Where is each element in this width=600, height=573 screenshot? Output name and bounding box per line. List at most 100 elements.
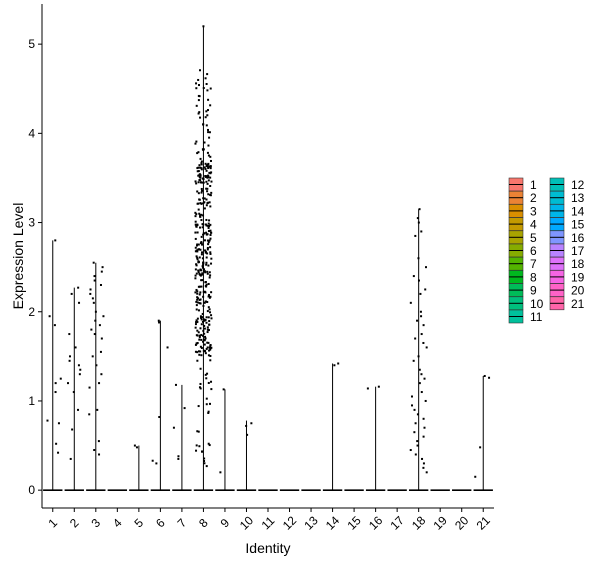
data-point	[196, 298, 199, 301]
data-point	[174, 383, 177, 386]
data-point	[199, 387, 202, 390]
legend-label: 2	[530, 191, 537, 205]
data-point	[202, 178, 205, 181]
legend-label: 6	[530, 244, 537, 258]
data-point	[200, 191, 203, 194]
data-point	[200, 167, 203, 170]
data-point	[200, 318, 203, 321]
data-point	[205, 263, 208, 266]
x-tick-label: 20	[452, 513, 472, 533]
legend-label: 18	[571, 257, 585, 271]
data-point	[93, 279, 96, 282]
data-point	[209, 229, 212, 232]
data-point	[222, 388, 225, 391]
data-point	[194, 231, 197, 234]
data-point	[201, 450, 204, 453]
data-point	[92, 301, 95, 304]
data-point	[197, 78, 200, 81]
data-point	[209, 165, 212, 168]
data-point	[203, 207, 206, 210]
legend-label: 11	[530, 310, 543, 324]
data-point	[98, 382, 101, 385]
data-point	[203, 462, 206, 465]
data-point	[417, 257, 420, 260]
data-point	[74, 346, 77, 349]
x-tick-label: 1	[45, 515, 60, 530]
data-point	[195, 272, 198, 275]
data-point	[200, 168, 203, 171]
x-tick-label: 17	[387, 513, 407, 533]
data-point	[206, 114, 209, 117]
data-point	[203, 339, 206, 342]
data-point	[201, 251, 204, 254]
data-point	[209, 176, 212, 179]
data-point	[101, 266, 104, 269]
data-point	[209, 223, 212, 226]
x-tick-label: 12	[280, 513, 300, 533]
data-point	[206, 341, 209, 344]
data-point	[57, 422, 60, 425]
data-point	[417, 279, 420, 282]
data-point	[198, 173, 201, 176]
x-tick-label: 3	[88, 515, 103, 530]
data-point	[206, 252, 209, 255]
data-point	[422, 435, 425, 438]
y-tick-label: 1	[28, 394, 35, 408]
data-point	[157, 319, 160, 322]
data-point	[201, 181, 204, 184]
data-point	[202, 87, 205, 90]
data-point	[98, 453, 101, 456]
data-point	[203, 197, 206, 200]
data-point	[202, 349, 205, 352]
data-point	[100, 337, 103, 340]
data-point	[93, 449, 96, 452]
data-point	[207, 316, 210, 319]
data-point	[207, 154, 210, 157]
data-point	[200, 162, 203, 165]
data-point	[207, 411, 210, 414]
data-point	[202, 304, 205, 307]
y-tick-label: 0	[28, 483, 35, 497]
data-point	[202, 123, 205, 126]
data-point	[198, 256, 201, 259]
data-point	[413, 408, 416, 411]
data-point	[419, 310, 422, 313]
data-point	[197, 405, 200, 408]
data-point	[197, 174, 200, 177]
data-point	[204, 175, 207, 178]
data-point	[207, 230, 210, 233]
data-point	[205, 377, 208, 380]
data-point	[207, 176, 210, 179]
data-point	[205, 218, 208, 221]
data-point	[205, 169, 208, 172]
data-point	[90, 328, 93, 331]
data-point	[483, 374, 486, 377]
legend-label: 1	[530, 178, 537, 192]
data-point	[205, 261, 208, 264]
data-point	[205, 397, 208, 400]
data-point	[204, 284, 207, 287]
data-point	[200, 285, 203, 288]
data-point	[333, 364, 336, 367]
data-point	[210, 317, 213, 320]
data-point	[422, 324, 425, 327]
data-point	[196, 170, 199, 173]
data-point	[201, 312, 204, 315]
x-tick-label: 13	[301, 513, 321, 533]
data-point	[135, 446, 138, 449]
data-point	[201, 320, 204, 323]
data-point	[197, 181, 200, 184]
data-point	[68, 359, 71, 362]
data-point	[208, 171, 211, 174]
data-point	[202, 214, 205, 217]
data-point	[200, 269, 203, 272]
y-axis-title: Expression Level	[10, 203, 26, 310]
data-point	[199, 291, 202, 294]
y-tick-label: 3	[28, 216, 35, 230]
data-point	[205, 124, 208, 127]
data-point	[409, 301, 412, 304]
data-point	[194, 142, 197, 145]
data-point	[205, 283, 208, 286]
data-point	[488, 376, 491, 379]
data-point	[196, 250, 199, 253]
